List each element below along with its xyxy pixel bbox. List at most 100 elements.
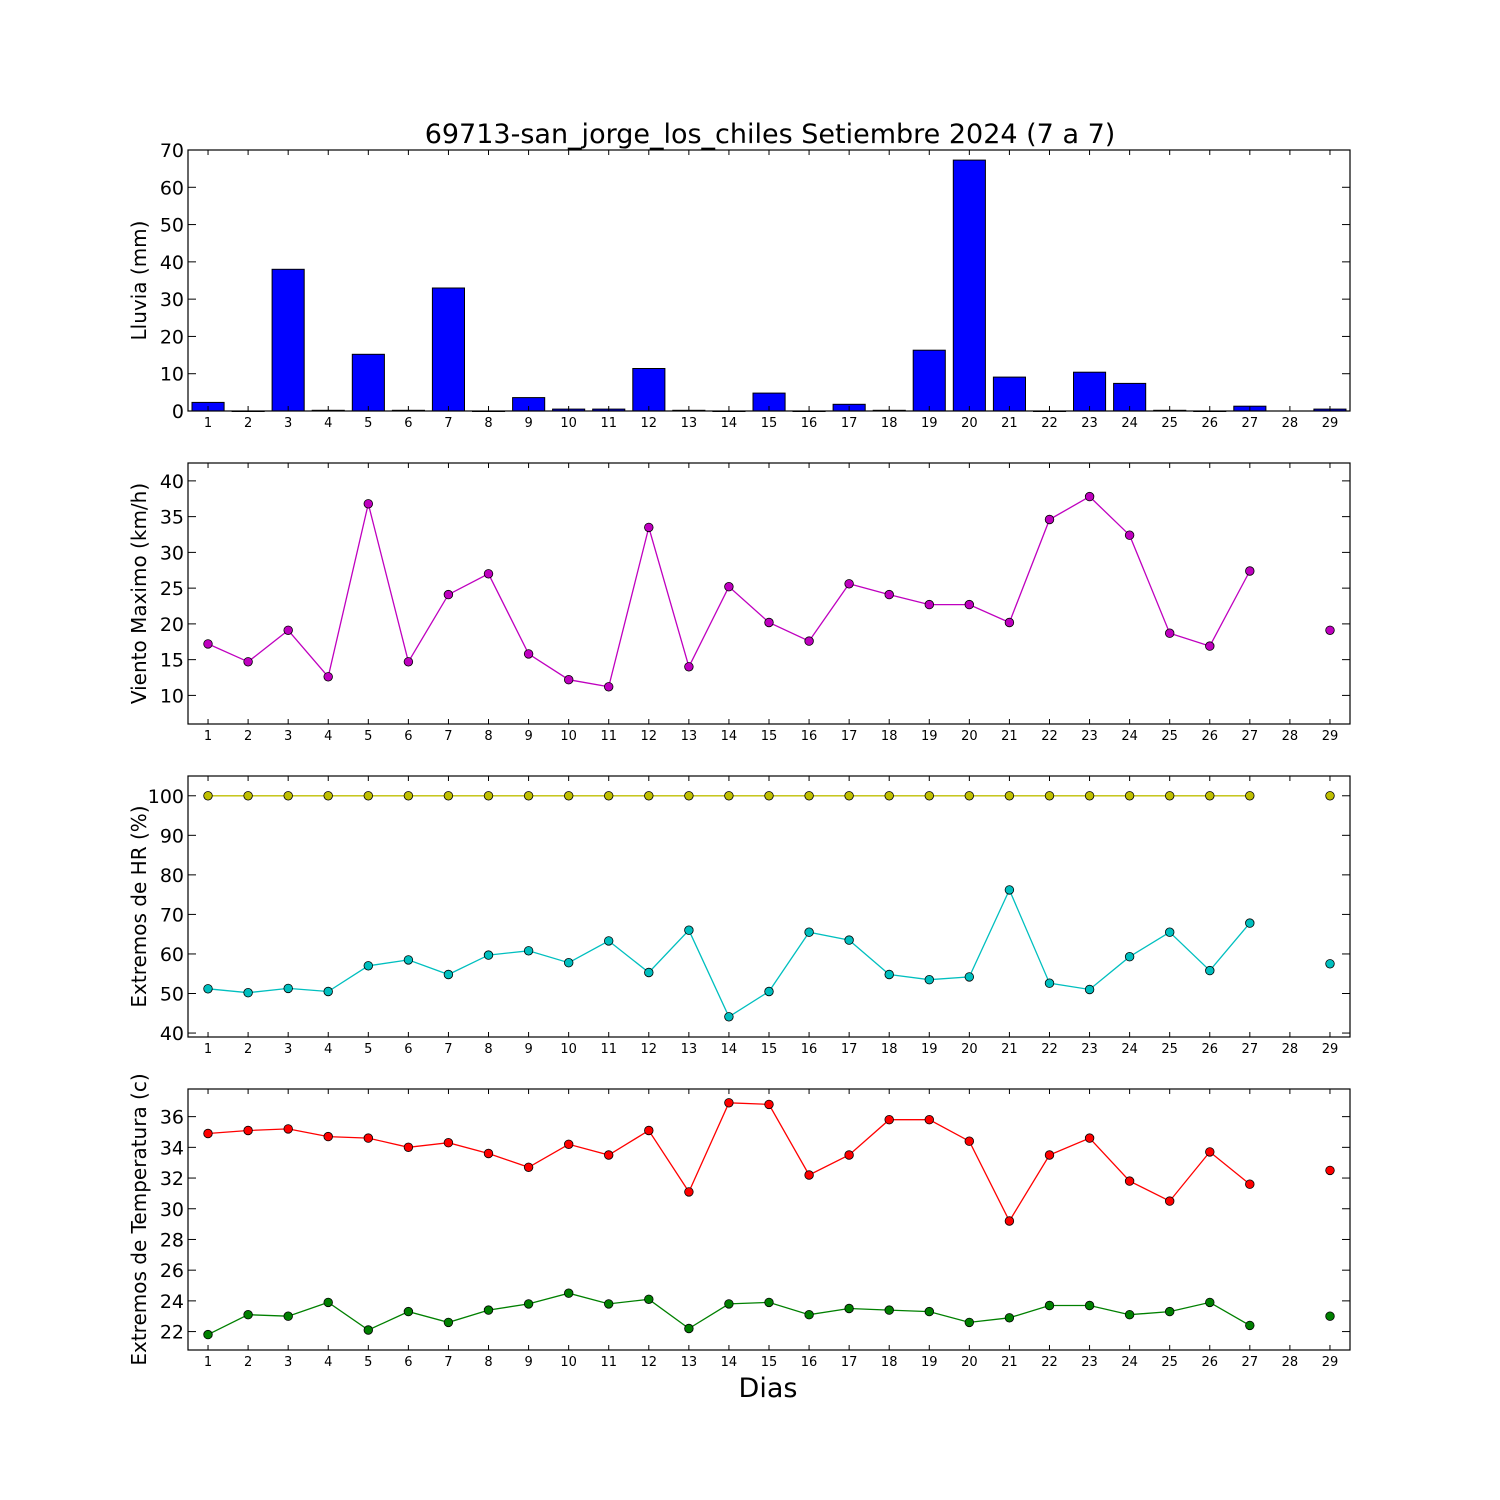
humidity-extremes-series-1-line-0 <box>207 888 1251 1018</box>
humidity-extremes-series-0-point-day-15 <box>764 791 774 801</box>
rainfall-xtick-label-8: 8 <box>484 416 492 431</box>
temperature-extremes-series-0-point-day-13 <box>684 1187 694 1197</box>
max-wind-series-0-point-day-2 <box>243 657 253 667</box>
temperature-extremes-ytick-label-22: 22 <box>160 1322 184 1344</box>
temperature-extremes-series-0-point-day-12 <box>644 1125 654 1136</box>
temperature-extremes-xtick-label-17: 17 <box>841 1355 858 1370</box>
temperature-extremes-ytick-label-30: 30 <box>160 1199 184 1221</box>
max-wind-ytick-label-15: 15 <box>160 650 184 672</box>
temperature-extremes-series-0-point-day-10 <box>564 1139 574 1150</box>
rainfall-xtick-label-22: 22 <box>1041 416 1058 431</box>
max-wind-xtick-label-22: 22 <box>1041 729 1058 744</box>
humidity-extremes-xtick-label-4: 4 <box>324 1042 332 1057</box>
humidity-extremes-series-0-point-day-23 <box>1084 791 1095 801</box>
max-wind-frame <box>187 462 1351 725</box>
rainfall-xtick-label-20: 20 <box>961 416 978 431</box>
humidity-extremes-series-1-point-day-2 <box>243 988 253 998</box>
max-wind-xtick-label-6: 6 <box>404 729 412 744</box>
max-wind-series-0-point-day-26 <box>1205 641 1215 651</box>
temperature-extremes-series-0-point-day-29 <box>1325 1165 1335 1176</box>
rainfall-xtick-label-18: 18 <box>881 416 898 431</box>
max-wind-xtick-label-13: 13 <box>681 729 698 744</box>
temperature-extremes-series-0-point-day-20 <box>964 1136 975 1146</box>
rainfall-ytick-label-70: 70 <box>160 140 184 162</box>
temperature-extremes-series-0-point-day-18 <box>884 1114 894 1125</box>
max-wind-series-0-point-day-5 <box>363 499 374 509</box>
max-wind-xtick-label-11: 11 <box>600 729 617 744</box>
humidity-extremes-series-0-point-day-3 <box>283 791 293 801</box>
temperature-extremes-series-1-point-day-21 <box>1004 1313 1015 1323</box>
humidity-extremes-series-0-point-day-27 <box>1245 791 1255 801</box>
humidity-extremes-series-1-point-day-10 <box>564 958 574 968</box>
humidity-extremes-xtick-label-5: 5 <box>364 1042 372 1057</box>
rainfall-xtick-label-1: 1 <box>204 416 212 431</box>
humidity-extremes-ytick-label-90: 90 <box>160 825 184 847</box>
max-wind-xtick-label-3: 3 <box>284 729 292 744</box>
max-wind-series-0-point-day-3 <box>283 625 293 636</box>
rainfall-ytick-label-50: 50 <box>160 215 184 237</box>
humidity-extremes-xtick-label-20: 20 <box>961 1042 978 1057</box>
humidity-extremes-xtick-label-17: 17 <box>841 1042 858 1057</box>
temperature-extremes-series-0-point-day-4 <box>323 1131 333 1142</box>
max-wind-xtick-label-4: 4 <box>324 729 332 744</box>
max-wind-series-0-point-day-22 <box>1044 514 1055 525</box>
max-wind-xtick-label-20: 20 <box>961 729 978 744</box>
temperature-extremes-ytick-label-26: 26 <box>160 1260 184 1282</box>
max-wind-ytick-label-30: 30 <box>160 542 184 564</box>
temperature-extremes-series-1-point-day-10 <box>564 1288 574 1298</box>
temperature-extremes-xtick-label-23: 23 <box>1081 1355 1098 1370</box>
humidity-extremes-series-1-point-day-5 <box>363 961 374 971</box>
rainfall-bar-day-7 <box>431 287 465 412</box>
humidity-extremes-series-0-point-day-4 <box>323 791 333 801</box>
temperature-extremes-xtick-label-9: 9 <box>524 1355 532 1370</box>
rainfall-xtick-label-4: 4 <box>324 416 332 431</box>
temperature-extremes-y-axis-label: Extremos de Temperatura (c) <box>127 1073 151 1365</box>
max-wind-series-0-point-day-29 <box>1325 625 1335 636</box>
temperature-extremes-series-1-point-day-2 <box>243 1309 253 1320</box>
temperature-extremes-series-0-point-day-14 <box>724 1098 734 1108</box>
humidity-extremes-series-1-point-day-23 <box>1084 984 1095 995</box>
temperature-extremes-series-1-point-day-18 <box>884 1305 894 1315</box>
max-wind-series-0-point-day-13 <box>684 662 694 672</box>
temperature-extremes-ytick-label-24: 24 <box>160 1291 184 1313</box>
temperature-extremes-series-1-point-day-20 <box>964 1317 975 1328</box>
max-wind-series-0-line-0 <box>207 495 1251 688</box>
temperature-extremes-series-1-point-day-4 <box>323 1297 333 1308</box>
humidity-extremes-series-1-point-day-8 <box>483 950 494 960</box>
rainfall-xtick-label-19: 19 <box>921 416 938 431</box>
humidity-extremes-series-0-point-day-20 <box>964 791 975 801</box>
rainfall-xtick-label-17: 17 <box>841 416 858 431</box>
humidity-extremes-xtick-label-6: 6 <box>404 1042 412 1057</box>
max-wind-ytick-label-25: 25 <box>160 578 184 600</box>
max-wind-series-0-point-day-7 <box>443 589 454 600</box>
humidity-extremes-y-axis-label: Extremos de HR (%) <box>127 805 151 1007</box>
max-wind-xtick-label-15: 15 <box>761 729 778 744</box>
temperature-extremes-series-0-point-day-16 <box>804 1170 814 1180</box>
max-wind-series-0-point-day-6 <box>403 657 414 667</box>
humidity-extremes-series-0-point-day-10 <box>564 791 574 801</box>
humidity-extremes-xtick-label-21: 21 <box>1001 1042 1018 1057</box>
rainfall-xtick-label-7: 7 <box>444 416 452 431</box>
temperature-extremes-series-1-point-day-29 <box>1325 1311 1335 1321</box>
temperature-extremes-xtick-label-29: 29 <box>1322 1355 1339 1370</box>
rainfall-xtick-label-9: 9 <box>524 416 532 431</box>
temperature-extremes-series-1-point-day-26 <box>1205 1297 1215 1308</box>
humidity-extremes-xtick-label-13: 13 <box>681 1042 698 1057</box>
temperature-extremes-series-0-point-day-11 <box>604 1150 614 1160</box>
rainfall-xtick-label-28: 28 <box>1282 416 1299 431</box>
max-wind-xtick-label-25: 25 <box>1161 729 1178 744</box>
humidity-extremes-xtick-label-28: 28 <box>1282 1042 1299 1057</box>
max-wind-xtick-label-19: 19 <box>921 729 938 744</box>
rainfall-ytick-label-60: 60 <box>160 177 184 199</box>
temperature-extremes-series-0-point-day-22 <box>1044 1150 1055 1160</box>
humidity-extremes-series-0-point-day-25 <box>1164 791 1175 801</box>
humidity-extremes-ytick-label-100: 100 <box>148 786 184 808</box>
temperature-extremes-xtick-label-15: 15 <box>761 1355 778 1370</box>
humidity-extremes-series-0-point-day-26 <box>1205 791 1215 801</box>
max-wind-xtick-label-12: 12 <box>641 729 658 744</box>
max-wind-series-0-point-day-25 <box>1164 628 1175 638</box>
rainfall-xtick-label-6: 6 <box>404 416 412 431</box>
max-wind-series-0-point-day-9 <box>523 649 534 659</box>
humidity-extremes-series-1-point-day-21 <box>1004 885 1015 895</box>
